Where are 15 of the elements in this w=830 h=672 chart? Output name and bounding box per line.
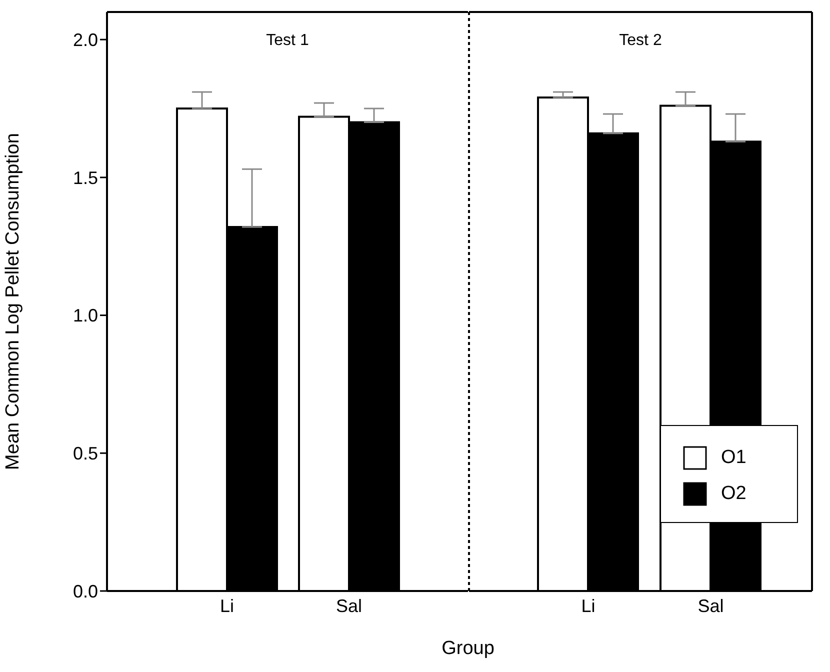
x-tick-label: Sal — [336, 596, 362, 616]
text: Test 1 — [265, 32, 310, 50]
y-tick-label: 0.0 — [72, 581, 98, 602]
x-tick-label: Li — [220, 596, 234, 616]
y-tick-label: 2.0 — [72, 30, 98, 50]
y-tick-label: 0.5 — [72, 444, 98, 464]
x-tick-label: Sal — [698, 596, 724, 616]
y-tick-label: 1.5 — [72, 168, 98, 188]
x-tick-label: Li — [581, 596, 596, 616]
legend-label: O1 — [721, 447, 746, 469]
x-axis-title: Group — [440, 638, 496, 660]
y-axis-title: Mean Common Log Pellet Consumption — [2, 133, 24, 470]
legend-label: O2 — [721, 483, 746, 505]
y-tick-label: 1.0 — [72, 306, 98, 326]
text: Test 2 — [618, 32, 663, 50]
